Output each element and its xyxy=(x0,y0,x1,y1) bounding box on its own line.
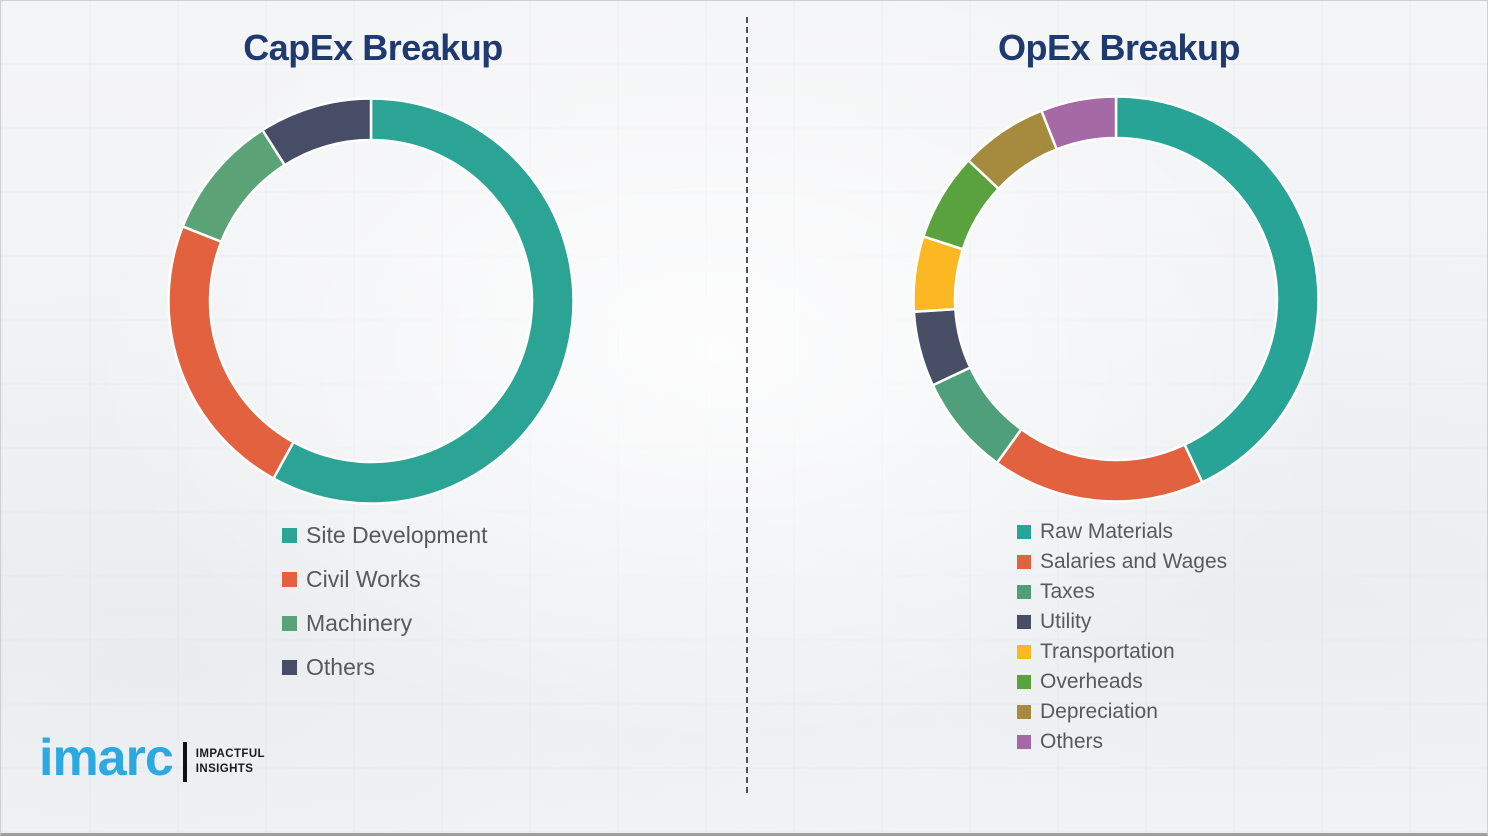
legend-item-raw-materials: Raw Materials xyxy=(1017,517,1227,547)
donut-slice-civil-works xyxy=(167,225,295,480)
capex-donut-chart xyxy=(167,97,575,505)
logo-tagline: IMPACTFUL INSIGHTS xyxy=(196,747,265,777)
legend-item-transportation: Transportation xyxy=(1017,637,1227,667)
legend-label-civil-works: Civil Works xyxy=(306,565,421,592)
legend-item-civil-works: Civil Works xyxy=(282,557,488,601)
legend-swatch-taxes xyxy=(1017,585,1031,599)
donut-slice-others xyxy=(1040,95,1118,151)
opex-donut-chart xyxy=(912,95,1320,503)
donut-slice-site-development xyxy=(272,97,575,505)
donut-slice-salaries-and-wages xyxy=(995,428,1204,503)
panel-divider-dashed-line xyxy=(746,17,748,793)
donut-slice-machinery xyxy=(181,128,286,243)
legend-item-machinery: Machinery xyxy=(282,601,488,645)
donut-slice-raw-materials xyxy=(1114,95,1320,484)
legend-label-taxes: Taxes xyxy=(1040,580,1095,603)
legend-item-depreciation: Depreciation xyxy=(1017,697,1227,727)
opex-legend: Raw Materials Salaries and Wages Taxes Util… xyxy=(1017,517,1227,757)
donut-slice-others xyxy=(261,97,373,167)
legend-swatch-others xyxy=(1017,735,1031,749)
capex-legend: Site Development Civil Works Machinery Othe… xyxy=(282,513,488,689)
capex-title: CapEx Breakup xyxy=(243,27,503,68)
legend-label-others: Others xyxy=(306,653,376,680)
legend-swatch-utility xyxy=(1017,615,1031,629)
legend-label-utility: Utility xyxy=(1040,610,1092,633)
legend-swatch-raw-materials xyxy=(1017,525,1031,539)
opex-title: OpEx Breakup xyxy=(997,27,1241,68)
legend-item-taxes: Taxes xyxy=(1017,577,1227,607)
legend-item-others: Others xyxy=(1017,727,1227,757)
legend-label-others: Others xyxy=(1040,730,1104,753)
legend-label-raw-materials: Raw Materials xyxy=(1040,520,1174,543)
legend-swatch-civil-works xyxy=(282,571,297,587)
legend-item-overheads: Overheads xyxy=(1017,667,1227,697)
legend-swatch-others xyxy=(282,659,297,675)
legend-swatch-salaries-and-wages xyxy=(1017,555,1031,569)
legend-label-site-development: Site Development xyxy=(306,521,488,548)
legend-label-machinery: Machinery xyxy=(306,609,413,636)
legend-label-depreciation: Depreciation xyxy=(1040,700,1158,723)
legend-label-transportation: Transportation xyxy=(1040,640,1175,663)
legend-label-salaries-and-wages: Salaries and Wages xyxy=(1040,550,1228,573)
legend-item-salaries-and-wages: Salaries and Wages xyxy=(1017,547,1227,577)
logo-divider-bar xyxy=(182,742,187,782)
donut-slice-taxes xyxy=(931,366,1023,465)
logo-tagline-line1: IMPACTFUL xyxy=(195,748,265,761)
legend-swatch-machinery xyxy=(282,615,297,631)
legend-item-utility: Utility xyxy=(1017,607,1227,637)
imarc-logo-wordmark: imarc xyxy=(39,729,174,787)
legend-item-others: Others xyxy=(282,645,488,689)
imarc-logo: imarc IMPACTFUL INSIGHTS xyxy=(39,732,265,788)
legend-label-overheads: Overheads xyxy=(1040,670,1143,693)
legend-item-site-development: Site Development xyxy=(282,513,488,557)
legend-swatch-site-development xyxy=(282,527,297,543)
legend-swatch-transportation xyxy=(1017,645,1031,659)
legend-swatch-depreciation xyxy=(1017,705,1031,719)
legend-swatch-overheads xyxy=(1017,675,1031,689)
logo-tagline-line2: INSIGHTS xyxy=(195,763,254,775)
